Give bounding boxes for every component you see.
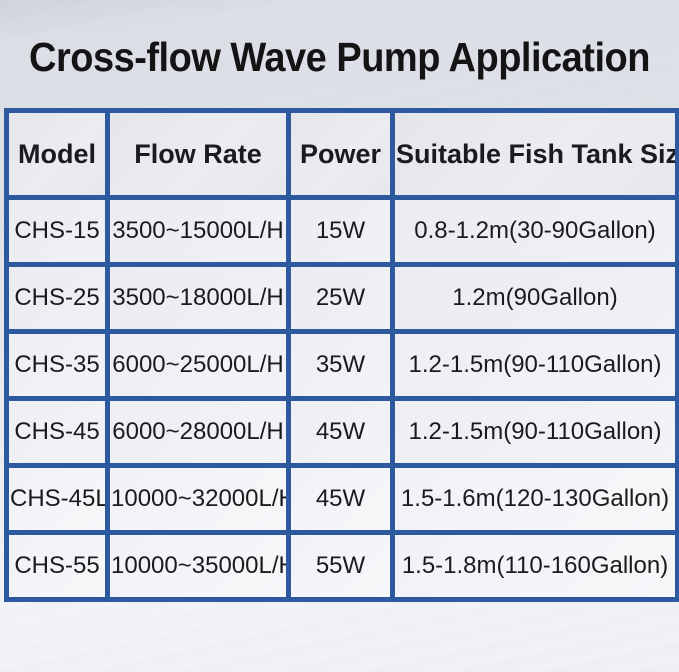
pump-spec-table: Model Flow Rate Power Suitable Fish Tank Si…	[4, 108, 679, 602]
cell-flow-rate: 10000~35000L/H	[105, 530, 291, 602]
cell-model: CHS-15	[4, 195, 110, 267]
cell-model: CHS-45L	[4, 463, 110, 535]
column-header-flow-rate: Flow Rate	[105, 108, 291, 200]
column-header-model: Model	[4, 108, 110, 200]
cell-tank-size: 1.5-1.8m(110-160Gallon)	[390, 530, 679, 602]
table-row: CHS-25 3500~18000L/H 25W 1.2m(90Gallon)	[4, 262, 679, 334]
cell-power: 55W	[286, 530, 395, 602]
page-title: Cross-flow Wave Pump Application	[29, 35, 650, 81]
table-row: CHS-55 10000~35000L/H 55W 1.5-1.8m(110-160G…	[4, 530, 679, 602]
cell-flow-rate: 6000~28000L/H	[105, 396, 291, 468]
cell-power: 25W	[286, 262, 395, 334]
header-row: Model Flow Rate Power Suitable Fish Tank Si…	[4, 108, 679, 200]
cell-power: 35W	[286, 329, 395, 401]
cell-power: 45W	[286, 463, 395, 535]
cell-tank-size: 1.2-1.5m(90-110Gallon)	[390, 329, 679, 401]
cell-tank-size: 1.2-1.5m(90-110Gallon)	[390, 396, 679, 468]
cell-flow-rate: 10000~32000L/H	[105, 463, 291, 535]
cell-tank-size: 0.8-1.2m(30-90Gallon)	[390, 195, 679, 267]
cell-flow-rate: 6000~25000L/H	[105, 329, 291, 401]
table-body: CHS-15 3500~15000L/H 15W 0.8-1.2m(30-90Gall…	[4, 195, 679, 602]
cell-flow-rate: 3500~18000L/H	[105, 262, 291, 334]
column-header-power: Power	[286, 108, 395, 200]
cell-power: 15W	[286, 195, 395, 267]
table-row: CHS-15 3500~15000L/H 15W 0.8-1.2m(30-90Gall…	[4, 195, 679, 267]
cell-power: 45W	[286, 396, 395, 468]
table-row: CHS-45L 10000~32000L/H 45W 1.5-1.6m(120-130…	[4, 463, 679, 535]
table-row: CHS-45 6000~28000L/H 45W 1.2-1.5m(90-110Gal…	[4, 396, 679, 468]
cell-model: CHS-35	[4, 329, 110, 401]
cell-model: CHS-45	[4, 396, 110, 468]
cell-tank-size: 1.5-1.6m(120-130Gallon)	[390, 463, 679, 535]
column-header-tank-size: Suitable Fish Tank Size	[390, 108, 679, 200]
cell-flow-rate: 3500~15000L/H	[105, 195, 291, 267]
cell-model: CHS-25	[4, 262, 110, 334]
cell-tank-size: 1.2m(90Gallon)	[390, 262, 679, 334]
table-row: CHS-35 6000~25000L/H 35W 1.2-1.5m(90-110Gal…	[4, 329, 679, 401]
cell-model: CHS-55	[4, 530, 110, 602]
